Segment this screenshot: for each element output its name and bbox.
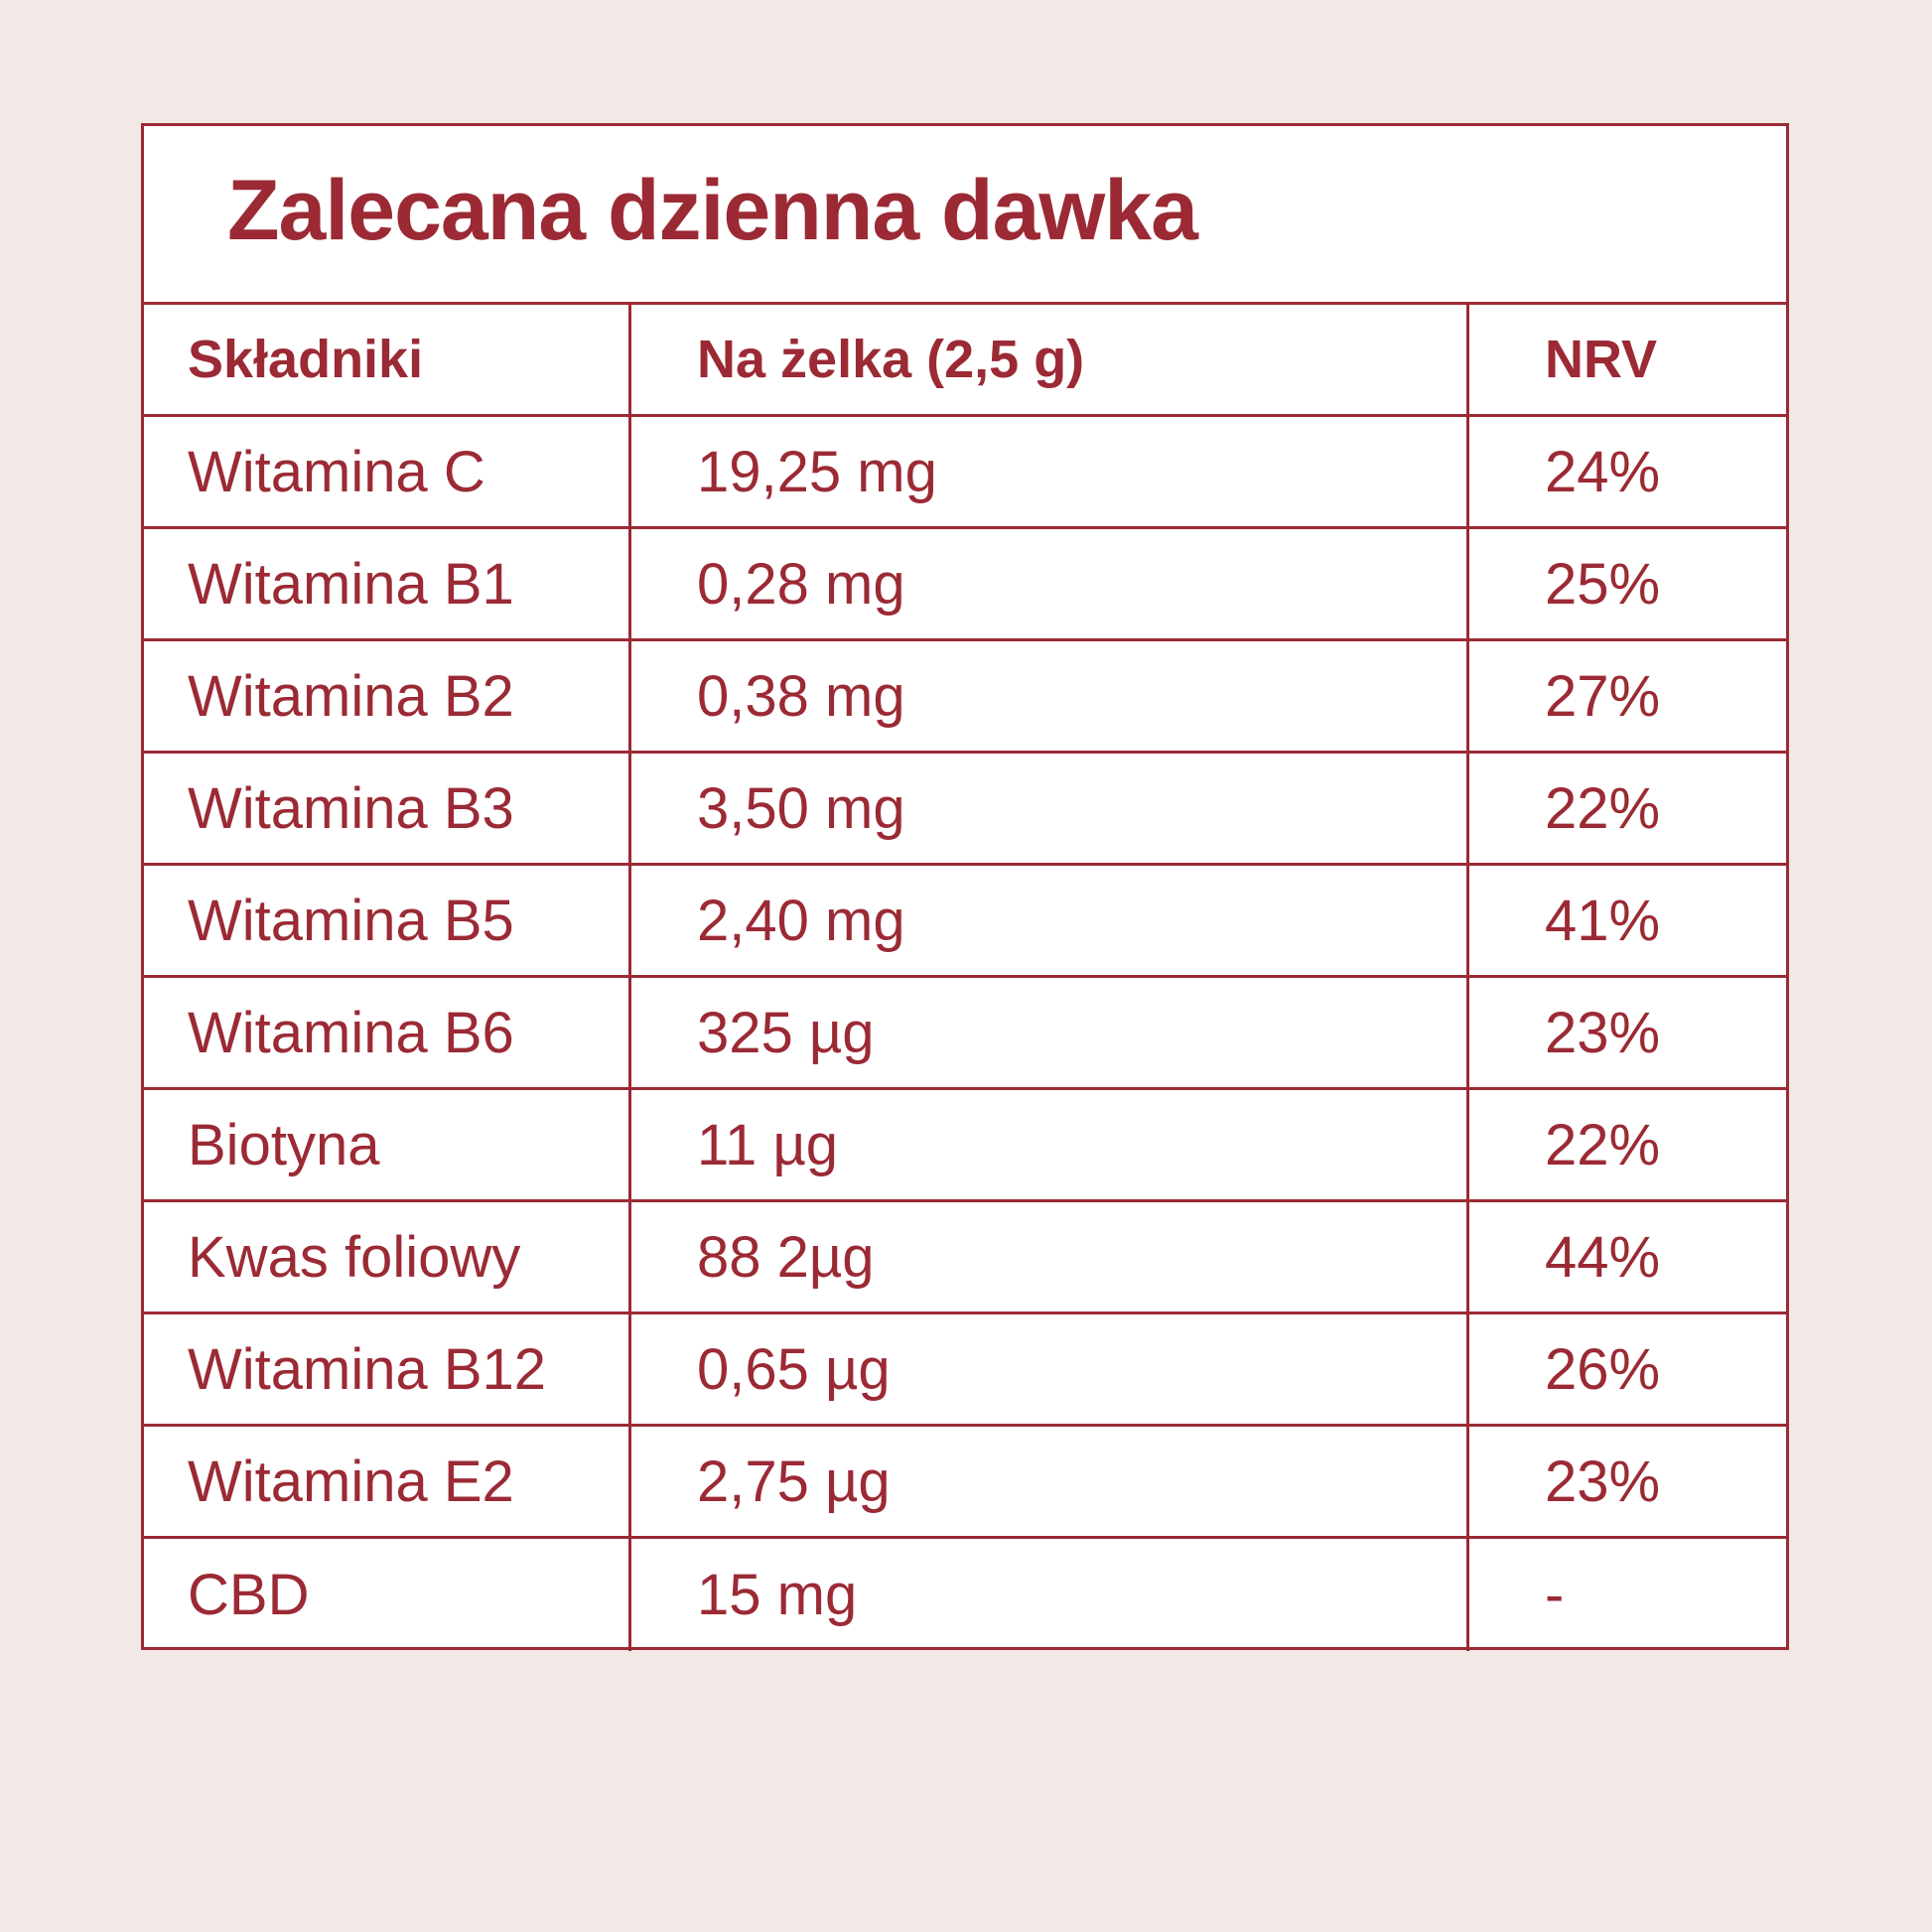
table-row: Witamina C 19,25 mg 24% <box>144 417 1786 529</box>
amount-cell: 19,25 mg <box>631 417 1469 526</box>
table-row: Biotyna 11 µg 22% <box>144 1090 1786 1202</box>
table-header-row: Składniki Na żelka (2,5 g) NRV <box>144 305 1786 417</box>
amount-cell: 3,50 mg <box>631 754 1469 863</box>
table-row: Witamina B6 325 µg 23% <box>144 978 1786 1090</box>
amount-cell: 0,65 µg <box>631 1314 1469 1424</box>
amount-cell: 325 µg <box>631 978 1469 1087</box>
ingredient-cell: Witamina B5 <box>144 866 631 975</box>
ingredient-cell: Witamina B2 <box>144 641 631 751</box>
nrv-cell: - <box>1545 1563 1565 1627</box>
title-row: Zalecana dzienna dawka <box>144 126 1786 305</box>
amount-cell: 0,28 mg <box>631 529 1469 638</box>
table-row: Kwas foliowy 88 2µg 44% <box>144 1202 1786 1314</box>
nutrition-table-card: Zalecana dzienna dawka Składniki Na żelk… <box>141 123 1789 1651</box>
table-row: Witamina B1 0,28 mg 25% <box>144 529 1786 641</box>
ingredient-cell: Biotyna <box>144 1090 631 1199</box>
table-row: Witamina B2 0,38 mg 27% <box>144 641 1786 754</box>
header-nrv: NRV <box>1545 330 1658 389</box>
ingredient-cell: Witamina B6 <box>144 978 631 1087</box>
nrv-cell: 23% <box>1545 1449 1661 1514</box>
table-row: CBD 15 mg - <box>144 1539 1786 1651</box>
ingredient-cell: Witamina E2 <box>144 1427 631 1536</box>
amount-cell: 2,40 mg <box>631 866 1469 975</box>
ingredient-cell: CBD <box>144 1539 631 1651</box>
header-ingredient: Składniki <box>144 305 631 414</box>
nrv-cell: 41% <box>1545 888 1661 953</box>
nrv-cell: 24% <box>1545 439 1661 504</box>
table-title: Zalecana dzienna dawka <box>227 163 1198 258</box>
table-row: Witamina B12 0,65 µg 26% <box>144 1314 1786 1427</box>
amount-cell: 11 µg <box>631 1090 1469 1199</box>
table-row: Witamina E2 2,75 µg 23% <box>144 1427 1786 1539</box>
table-row: Witamina B3 3,50 mg 22% <box>144 754 1786 866</box>
amount-cell: 2,75 µg <box>631 1427 1469 1536</box>
nrv-cell: 44% <box>1545 1224 1661 1290</box>
nrv-cell: 22% <box>1545 775 1661 841</box>
table-row: Witamina B5 2,40 mg 41% <box>144 866 1786 978</box>
amount-cell: 88 2µg <box>631 1202 1469 1311</box>
amount-cell: 15 mg <box>631 1539 1469 1651</box>
ingredient-cell: Witamina C <box>144 417 631 526</box>
ingredient-cell: Kwas foliowy <box>144 1202 631 1311</box>
nrv-cell: 22% <box>1545 1112 1661 1177</box>
ingredient-cell: Witamina B1 <box>144 529 631 638</box>
ingredient-cell: Witamina B3 <box>144 754 631 863</box>
amount-cell: 0,38 mg <box>631 641 1469 751</box>
nrv-cell: 23% <box>1545 1000 1661 1065</box>
ingredient-cell: Witamina B12 <box>144 1314 631 1424</box>
nrv-cell: 27% <box>1545 663 1661 729</box>
header-per-gummy: Na żelka (2,5 g) <box>631 305 1469 414</box>
nrv-cell: 26% <box>1545 1336 1661 1402</box>
nrv-cell: 25% <box>1545 551 1661 617</box>
nutrition-table: Składniki Na żelka (2,5 g) NRV Witamina … <box>144 305 1786 1651</box>
